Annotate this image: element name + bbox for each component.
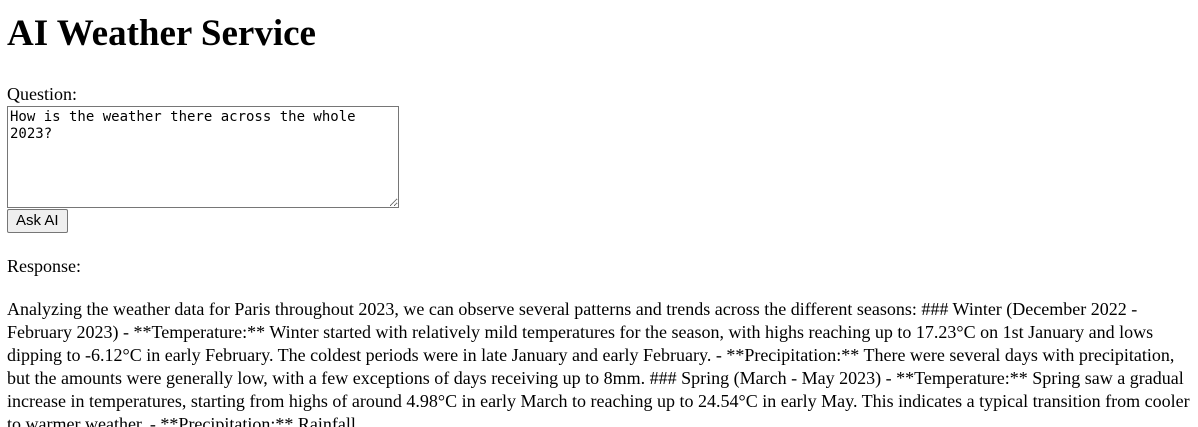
page-title: AI Weather Service <box>7 13 316 54</box>
question-input[interactable] <box>7 106 399 208</box>
response-label: Response: <box>7 256 81 276</box>
response-text: Analyzing the weather data for Paris thr… <box>7 299 1190 427</box>
ask-ai-button[interactable]: Ask AI <box>7 209 68 233</box>
question-label: Question: <box>7 84 77 104</box>
